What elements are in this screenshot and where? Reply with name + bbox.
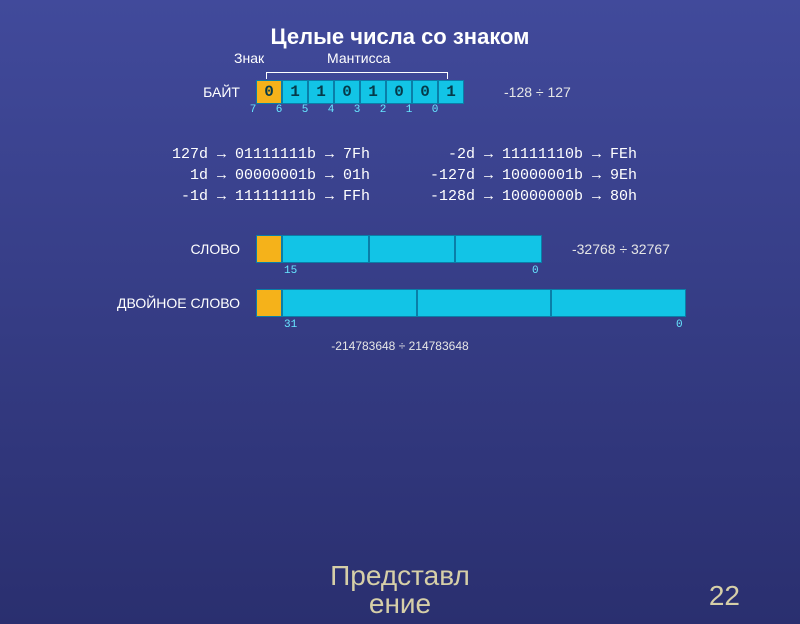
bit-cell: 1 xyxy=(308,80,334,104)
bit-cell: 1 xyxy=(282,80,308,104)
dword-range: -214783648 ÷ 214783648 xyxy=(50,339,750,353)
byte-bit-row: 01101001 xyxy=(256,80,464,104)
bit-index: 0 xyxy=(422,104,448,116)
conversion-row: 1d → 00000001b → 01h xyxy=(163,167,370,184)
dword-seg xyxy=(551,289,686,317)
bit-index: 7 xyxy=(240,104,266,116)
dword-sign-seg xyxy=(256,289,282,317)
dword-hi-idx: 31 xyxy=(284,319,297,331)
dword-label: ДВОЙНОЕ СЛОВО xyxy=(50,295,256,311)
footer-line-2: ение xyxy=(330,590,470,618)
dword-lo-idx: 0 xyxy=(676,319,683,331)
sign-label: Знак xyxy=(234,50,264,66)
word-seg xyxy=(455,235,542,263)
mantissa-label: Мантисса xyxy=(327,50,390,66)
word-sign-seg xyxy=(256,235,282,263)
bit-index: 1 xyxy=(396,104,422,116)
conversion-table: 127d → 01111111b → 7Fh 1d → 00000001b → … xyxy=(0,142,800,209)
word-lo-idx: 0 xyxy=(532,265,539,277)
bit-cell: 0 xyxy=(412,80,438,104)
bit-index: 5 xyxy=(292,104,318,116)
page-number: 22 xyxy=(709,580,740,612)
byte-index-row: 76543210 xyxy=(240,104,750,116)
footer-line-1: Представл xyxy=(330,562,470,590)
conversion-row: 127d → 01111111b → 7Fh xyxy=(163,146,370,163)
word-bar: 150 xyxy=(256,235,542,263)
conversion-row: -2d → 11111110b → FEh xyxy=(430,146,637,163)
word-label: СЛОВО xyxy=(50,241,256,257)
word-hi-idx: 15 xyxy=(284,265,297,277)
bit-cell: 0 xyxy=(334,80,360,104)
dword-seg xyxy=(282,289,417,317)
bit-index: 3 xyxy=(344,104,370,116)
title: Целые числа со знаком xyxy=(0,24,800,50)
conversion-col-left: 127d → 01111111b → 7Fh 1d → 00000001b → … xyxy=(163,142,370,209)
byte-section: ЗнакМантиссаБАЙТ01101001-128 ÷ 127765432… xyxy=(50,58,750,116)
dword-row: ДВОЙНОЕ СЛОВО310 xyxy=(50,289,750,317)
conversion-row: -1d → 11111111b → FFh xyxy=(163,188,370,205)
byte-brackets: ЗнакМантисса xyxy=(240,58,448,80)
dword-bar: 310 xyxy=(256,289,686,317)
byte-range: -128 ÷ 127 xyxy=(504,84,571,100)
word-row: СЛОВО150 -32768 ÷ 32767 xyxy=(50,235,750,263)
word-section: СЛОВО150 -32768 ÷ 32767 xyxy=(50,235,750,263)
bit-cell: 1 xyxy=(438,80,464,104)
word-seg xyxy=(369,235,456,263)
dword-section: ДВОЙНОЕ СЛОВО310-214783648 ÷ 214783648 xyxy=(50,289,750,353)
word-seg xyxy=(282,235,369,263)
conversion-row: -128d → 10000000b → 80h xyxy=(430,188,637,205)
bit-cell: 0 xyxy=(386,80,412,104)
bit-cell: 1 xyxy=(360,80,386,104)
mantissa-bracket xyxy=(266,72,448,73)
dword-seg xyxy=(417,289,552,317)
bit-index: 2 xyxy=(370,104,396,116)
word-range: -32768 ÷ 32767 xyxy=(572,241,670,257)
byte-row: БАЙТ01101001-128 ÷ 127 xyxy=(50,80,750,104)
footer-stack: Представление xyxy=(330,576,470,618)
conversion-row: -127d → 10000001b → 9Eh xyxy=(430,167,637,184)
bit-cell: 0 xyxy=(256,80,282,104)
bit-index: 4 xyxy=(318,104,344,116)
conversion-col-right: -2d → 11111110b → FEh -127d → 10000001b →… xyxy=(430,142,637,209)
footer-row: Представление xyxy=(0,576,800,618)
bit-index: 6 xyxy=(266,104,292,116)
byte-row-label: БАЙТ xyxy=(50,84,256,100)
